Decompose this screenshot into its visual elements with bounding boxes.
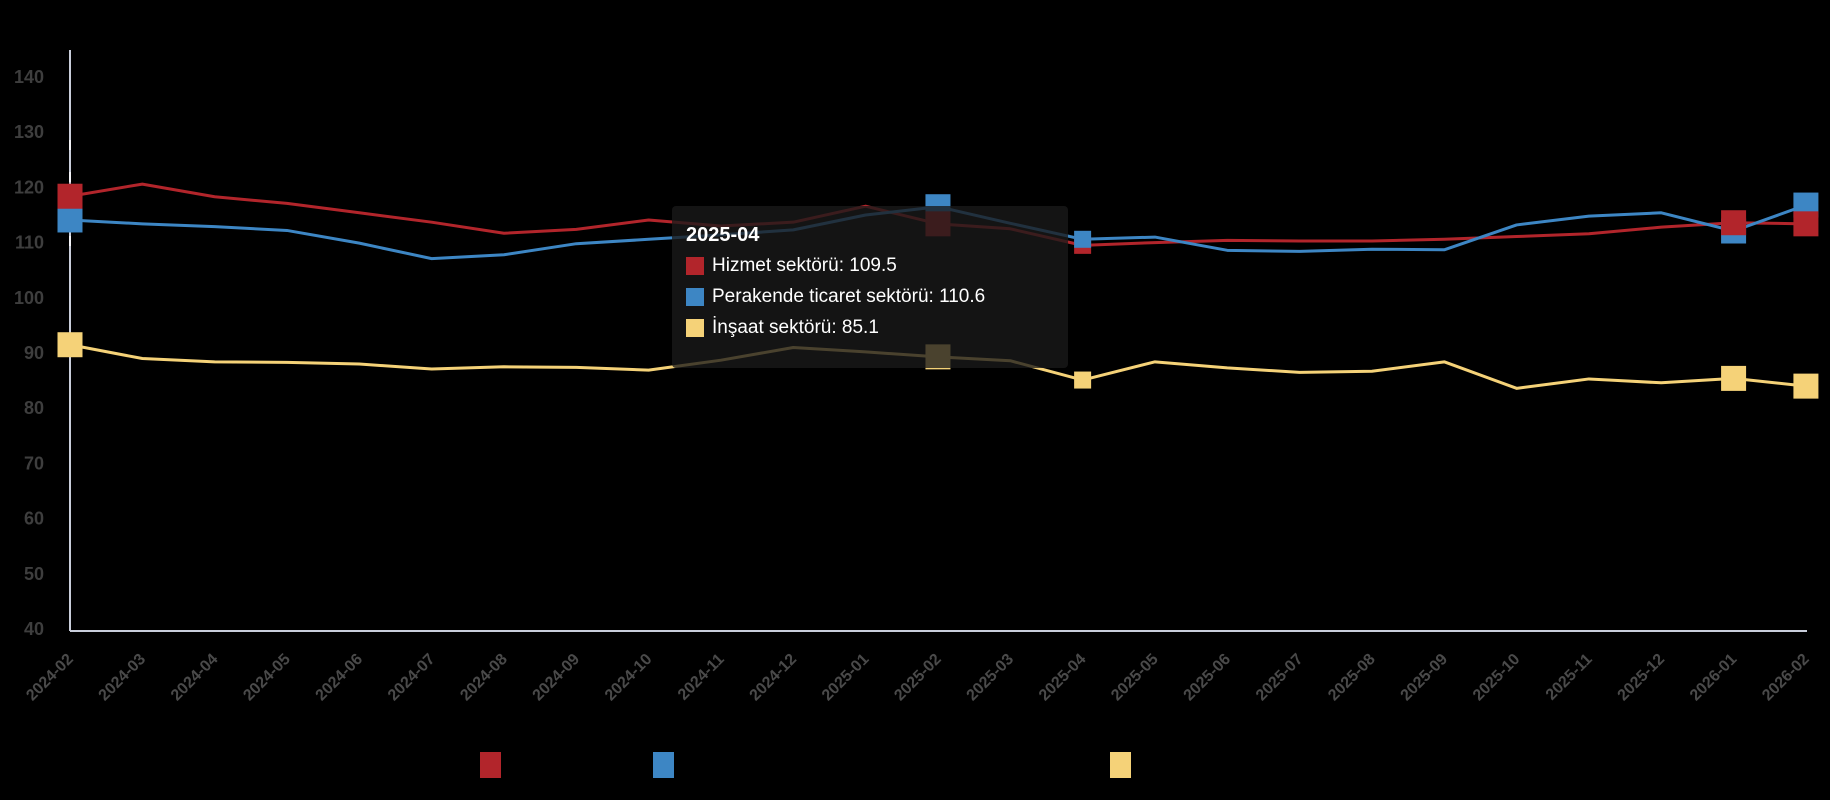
x-axis-label: 2025-10	[1470, 651, 1524, 705]
y-axis-label: 90	[24, 343, 44, 363]
x-axis-label: 2026-02	[1759, 651, 1813, 705]
tooltip-item-text: İnşaat sektörü: 85.1	[712, 317, 879, 338]
tooltip: 2025-04 Hizmet sektörü: 109.5 Perakende t…	[672, 206, 1068, 368]
x-axis-label: 2025-09	[1398, 651, 1452, 705]
data-point-marker[interactable]	[57, 332, 83, 358]
legend-swatch-icon	[1110, 752, 1131, 778]
hover-point-marker[interactable]	[1074, 230, 1092, 248]
legend-item[interactable]: Perakende ticaret sektörü	[653, 752, 877, 778]
x-axis-label: 2024-06	[313, 651, 367, 705]
x-axis-label: 2025-08	[1325, 651, 1379, 705]
series-color-chip-icon	[686, 319, 704, 337]
series-color-chip-icon	[686, 288, 704, 306]
x-axis-label: 2025-04	[1036, 651, 1090, 705]
x-axis-label: 2024-12	[747, 651, 801, 705]
tooltip-item: Hizmet sektörü: 109.5	[686, 256, 1054, 276]
data-point-marker[interactable]	[57, 183, 83, 209]
tooltip-item: İnşaat sektörü: 85.1	[686, 318, 1054, 338]
x-axis-label: 2025-05	[1108, 651, 1162, 705]
data-point-marker[interactable]	[57, 207, 83, 233]
tooltip-rows: Hizmet sektörü: 109.5 Perakende ticaret s…	[686, 256, 1054, 338]
tooltip-header: 2025-04	[686, 224, 760, 246]
legend-label: Hizmet sektörü	[510, 755, 624, 774]
legend-label: İnşaat sektörü	[1140, 755, 1247, 774]
x-axis-label: 2026-01	[1687, 651, 1741, 705]
x-axis-label: 2025-11	[1543, 651, 1596, 704]
y-axis-label: 60	[24, 509, 44, 529]
y-axis-label: 40	[24, 619, 44, 639]
legend-label: Perakende ticaret sektörü	[683, 755, 877, 774]
x-axis-label: 2025-02	[891, 651, 945, 705]
x-axis-label: 2024-02	[23, 651, 77, 705]
legend-item[interactable]: İnşaat sektörü	[1110, 752, 1247, 778]
y-axis-label: 110	[15, 233, 44, 253]
tooltip-item-text: Hizmet sektörü: 109.5	[712, 255, 897, 276]
y-axis-label: 50	[24, 564, 44, 584]
tooltip-item-text: Perakende ticaret sektörü: 110.6	[712, 286, 986, 307]
y-axis-label: 130	[14, 122, 44, 142]
x-axis-label: 2024-11	[675, 651, 728, 704]
x-axis-label: 2024-04	[168, 651, 222, 705]
data-point-marker[interactable]	[1793, 373, 1819, 399]
legend: Hizmet sektörü Perakende ticaret sektörü İ…	[0, 752, 1830, 786]
data-point-marker[interactable]	[1721, 210, 1747, 236]
tooltip-item: Perakende ticaret sektörü: 110.6	[686, 287, 1054, 307]
x-axis-label: 2024-05	[240, 651, 294, 705]
legend-swatch-icon	[653, 752, 674, 778]
data-point-marker[interactable]	[1793, 211, 1819, 237]
legend-swatch-icon	[480, 752, 501, 778]
x-axis-label: 2024-09	[530, 651, 584, 705]
x-axis-label: 2024-03	[96, 651, 150, 705]
x-axis-label: 2025-07	[1253, 651, 1307, 705]
x-axis-label: 2024-07	[385, 651, 439, 705]
x-axis-label: 2025-03	[964, 651, 1018, 705]
hover-point-marker[interactable]	[1074, 371, 1092, 389]
x-axis-label: 2024-10	[602, 651, 656, 705]
x-axis-label: 2025-12	[1615, 651, 1669, 705]
x-axis-label: 2024-08	[457, 651, 511, 705]
y-axis-label: 100	[14, 288, 44, 308]
y-axis-label: 140	[14, 67, 44, 87]
y-axis-label: 80	[24, 398, 44, 418]
x-axis-label: 2025-01	[819, 651, 873, 705]
x-axis-label: 2025-06	[1181, 651, 1235, 705]
data-point-marker[interactable]	[1721, 365, 1747, 391]
y-axis-label: 70	[24, 453, 44, 473]
series-color-chip-icon	[686, 257, 704, 275]
legend-item[interactable]: Hizmet sektörü	[480, 752, 623, 778]
y-axis-label: 120	[14, 177, 44, 197]
